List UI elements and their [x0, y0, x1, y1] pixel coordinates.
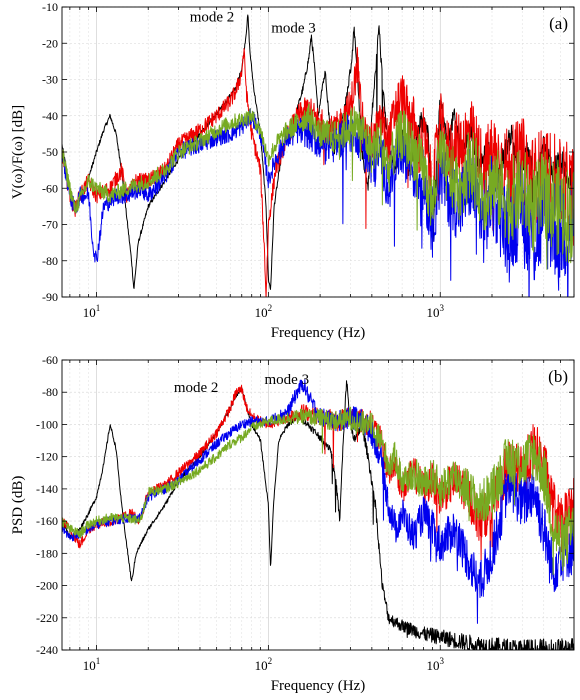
- y-tick-label: -60: [42, 181, 58, 195]
- x-tick-label: 101: [83, 303, 101, 320]
- annotation: mode 3: [271, 20, 316, 36]
- x-tick-label: 103: [427, 303, 445, 320]
- y-tick-label: -180: [36, 546, 58, 560]
- y-tick-label: -40: [42, 109, 58, 123]
- y-tick-label: -200: [36, 579, 58, 593]
- y-tick-label: -240: [36, 643, 58, 657]
- series-line-0: [62, 380, 574, 650]
- y-tick-label: -10: [42, 0, 58, 14]
- series-line-3: [62, 103, 574, 270]
- y-tick-label: -120: [36, 450, 58, 464]
- y-tick-label: -70: [42, 218, 58, 232]
- x-axis-label: Frequency (Hz): [271, 678, 366, 694]
- x-tick-label: 102: [255, 656, 273, 673]
- x-tick-label: 103: [427, 656, 445, 673]
- y-tick-label: -220: [36, 611, 58, 625]
- annotation: mode 3: [265, 372, 310, 388]
- series-line-3: [62, 406, 574, 576]
- x-axis-label: Frequency (Hz): [271, 325, 366, 341]
- y-axis-label: V(ω)/F(ω) [dB]: [10, 105, 26, 199]
- y-tick-label: -80: [42, 385, 58, 399]
- y-axis-label: PSD (dB): [10, 476, 26, 535]
- x-tick-label: 101: [83, 656, 101, 673]
- series-group: [62, 379, 574, 650]
- y-tick-label: -80: [42, 254, 58, 268]
- y-tick-label: -140: [36, 482, 58, 496]
- panel-label: (a): [549, 14, 568, 33]
- y-tick-label: -100: [36, 417, 58, 431]
- axes-frame: [61, 359, 575, 651]
- y-tick-label: -30: [42, 73, 58, 87]
- series-group: [62, 14, 574, 297]
- y-tick-label: -60: [42, 353, 58, 367]
- y-tick-label: -160: [36, 514, 58, 528]
- panel-b: -240 -220 -200 -180 -160 -140 -120 -100 -80 -60 10…: [10, 353, 575, 694]
- panel-label: (b): [548, 367, 568, 386]
- annotation: mode 2: [190, 10, 235, 26]
- panel-a: -90 -80 -70 -60 -50 -40 -30 -20 -10 101 102 103 Freq…: [10, 0, 575, 341]
- y-tick-label: -50: [42, 145, 58, 159]
- annotation: mode 2: [174, 380, 219, 396]
- x-tick-label: 102: [255, 303, 273, 320]
- y-tick-label: -20: [42, 36, 58, 50]
- y-tick-label: -90: [42, 290, 58, 304]
